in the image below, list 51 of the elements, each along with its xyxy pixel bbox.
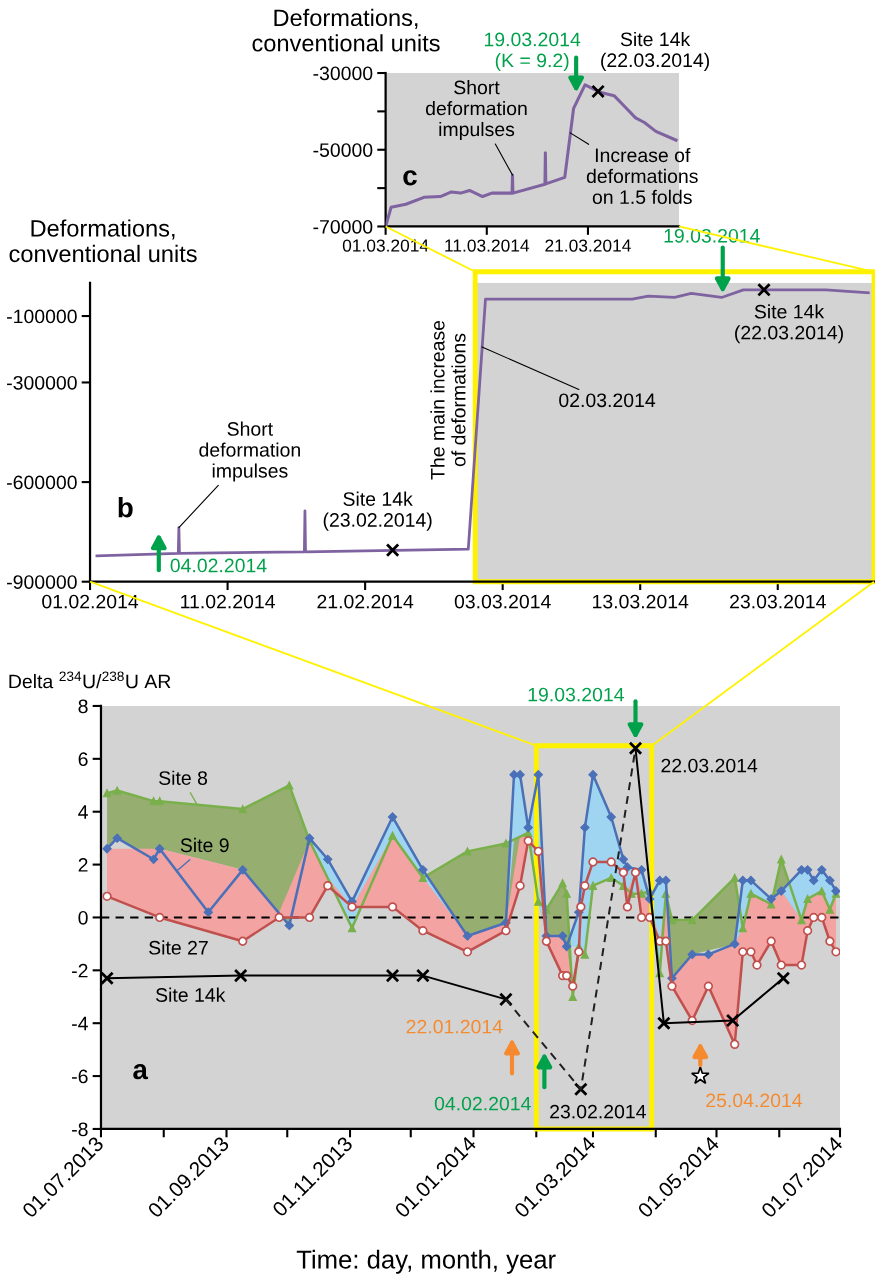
y-axis-title: Deformations, conventional units: [252, 8, 440, 52]
y-axis-title: Deformations, conventional units: [9, 219, 197, 263]
x-axis-title: Time: day, month, year: [296, 1249, 556, 1274]
annotation: Site 14k (23.02.2014): [323, 491, 432, 531]
y-tick-label: -30000: [313, 66, 373, 81]
annotation: b: [118, 497, 133, 518]
y-tick-label: -50000: [313, 143, 373, 157]
y-tick-label: -900000: [7, 575, 77, 589]
x-tick-label: 13.03.2014: [593, 594, 689, 609]
y-tick-label: 8: [78, 699, 88, 714]
x-tick-label: 03.03.2014: [454, 594, 551, 609]
y-tick-label: 0: [78, 910, 88, 925]
y-tick-label: 2: [78, 858, 88, 872]
y-tick-label: -600000: [7, 475, 77, 490]
x-tick-label: 21.03.2014: [545, 239, 631, 252]
annotation: 22.01.2014: [406, 1019, 503, 1034]
annotation: Site 14k (22.03.2014): [735, 304, 843, 344]
annotation: a: [133, 1064, 149, 1080]
annotation: 25.04.2014: [706, 1093, 803, 1108]
annotation: 02.03.2014: [559, 393, 656, 408]
y-tick-label: -6: [72, 1069, 88, 1084]
annotation: The main increase of deformations: [430, 320, 466, 480]
x-tick-label: 11.02.2014: [181, 594, 275, 609]
y-tick-label: -100000: [7, 309, 77, 324]
annotation: 23.02.2014: [550, 1104, 646, 1119]
y-tick-label: -70000: [313, 219, 373, 234]
series-label: Site 27: [149, 940, 208, 955]
series-label: Site 9: [180, 837, 229, 853]
y-tick-label: -300000: [7, 375, 77, 390]
annotation: 19.03.2014 (K = 9.2): [484, 32, 581, 72]
annotation: 19.03.2014: [528, 687, 624, 702]
x-tick-label: 11.03.2014: [445, 239, 530, 252]
y-tick-label: 6: [78, 752, 88, 767]
x-tick-label: 23.03.2014: [730, 594, 826, 609]
y-axis-title: Delta $^{234}$U/$^{238}$U AR: [9, 671, 171, 689]
annotation: 04.02.2014: [170, 558, 267, 573]
annotation: Short deformation impulses: [425, 80, 527, 141]
x-tick-label: 21.02.2014: [317, 594, 414, 609]
annotation: Site 14k (22.03.2014): [601, 31, 709, 71]
y-tick-label: 4: [78, 805, 88, 819]
annotation: Increase of deformations on 1.5 folds: [586, 147, 698, 205]
annotation: Short deformation impulses: [199, 421, 300, 482]
y-tick-label: -2: [72, 963, 88, 978]
y-tick-label: -8: [72, 1122, 88, 1137]
x-tick-label: 01.02.2014: [42, 594, 139, 609]
annotation: c: [403, 170, 417, 186]
annotation: 22.03.2014: [661, 758, 758, 773]
y-tick-label: -4: [72, 1016, 88, 1031]
annotation: 04.02.2014: [434, 1096, 531, 1111]
series-label: Site 8: [159, 770, 208, 785]
series-label: Site 14k: [155, 987, 226, 1002]
